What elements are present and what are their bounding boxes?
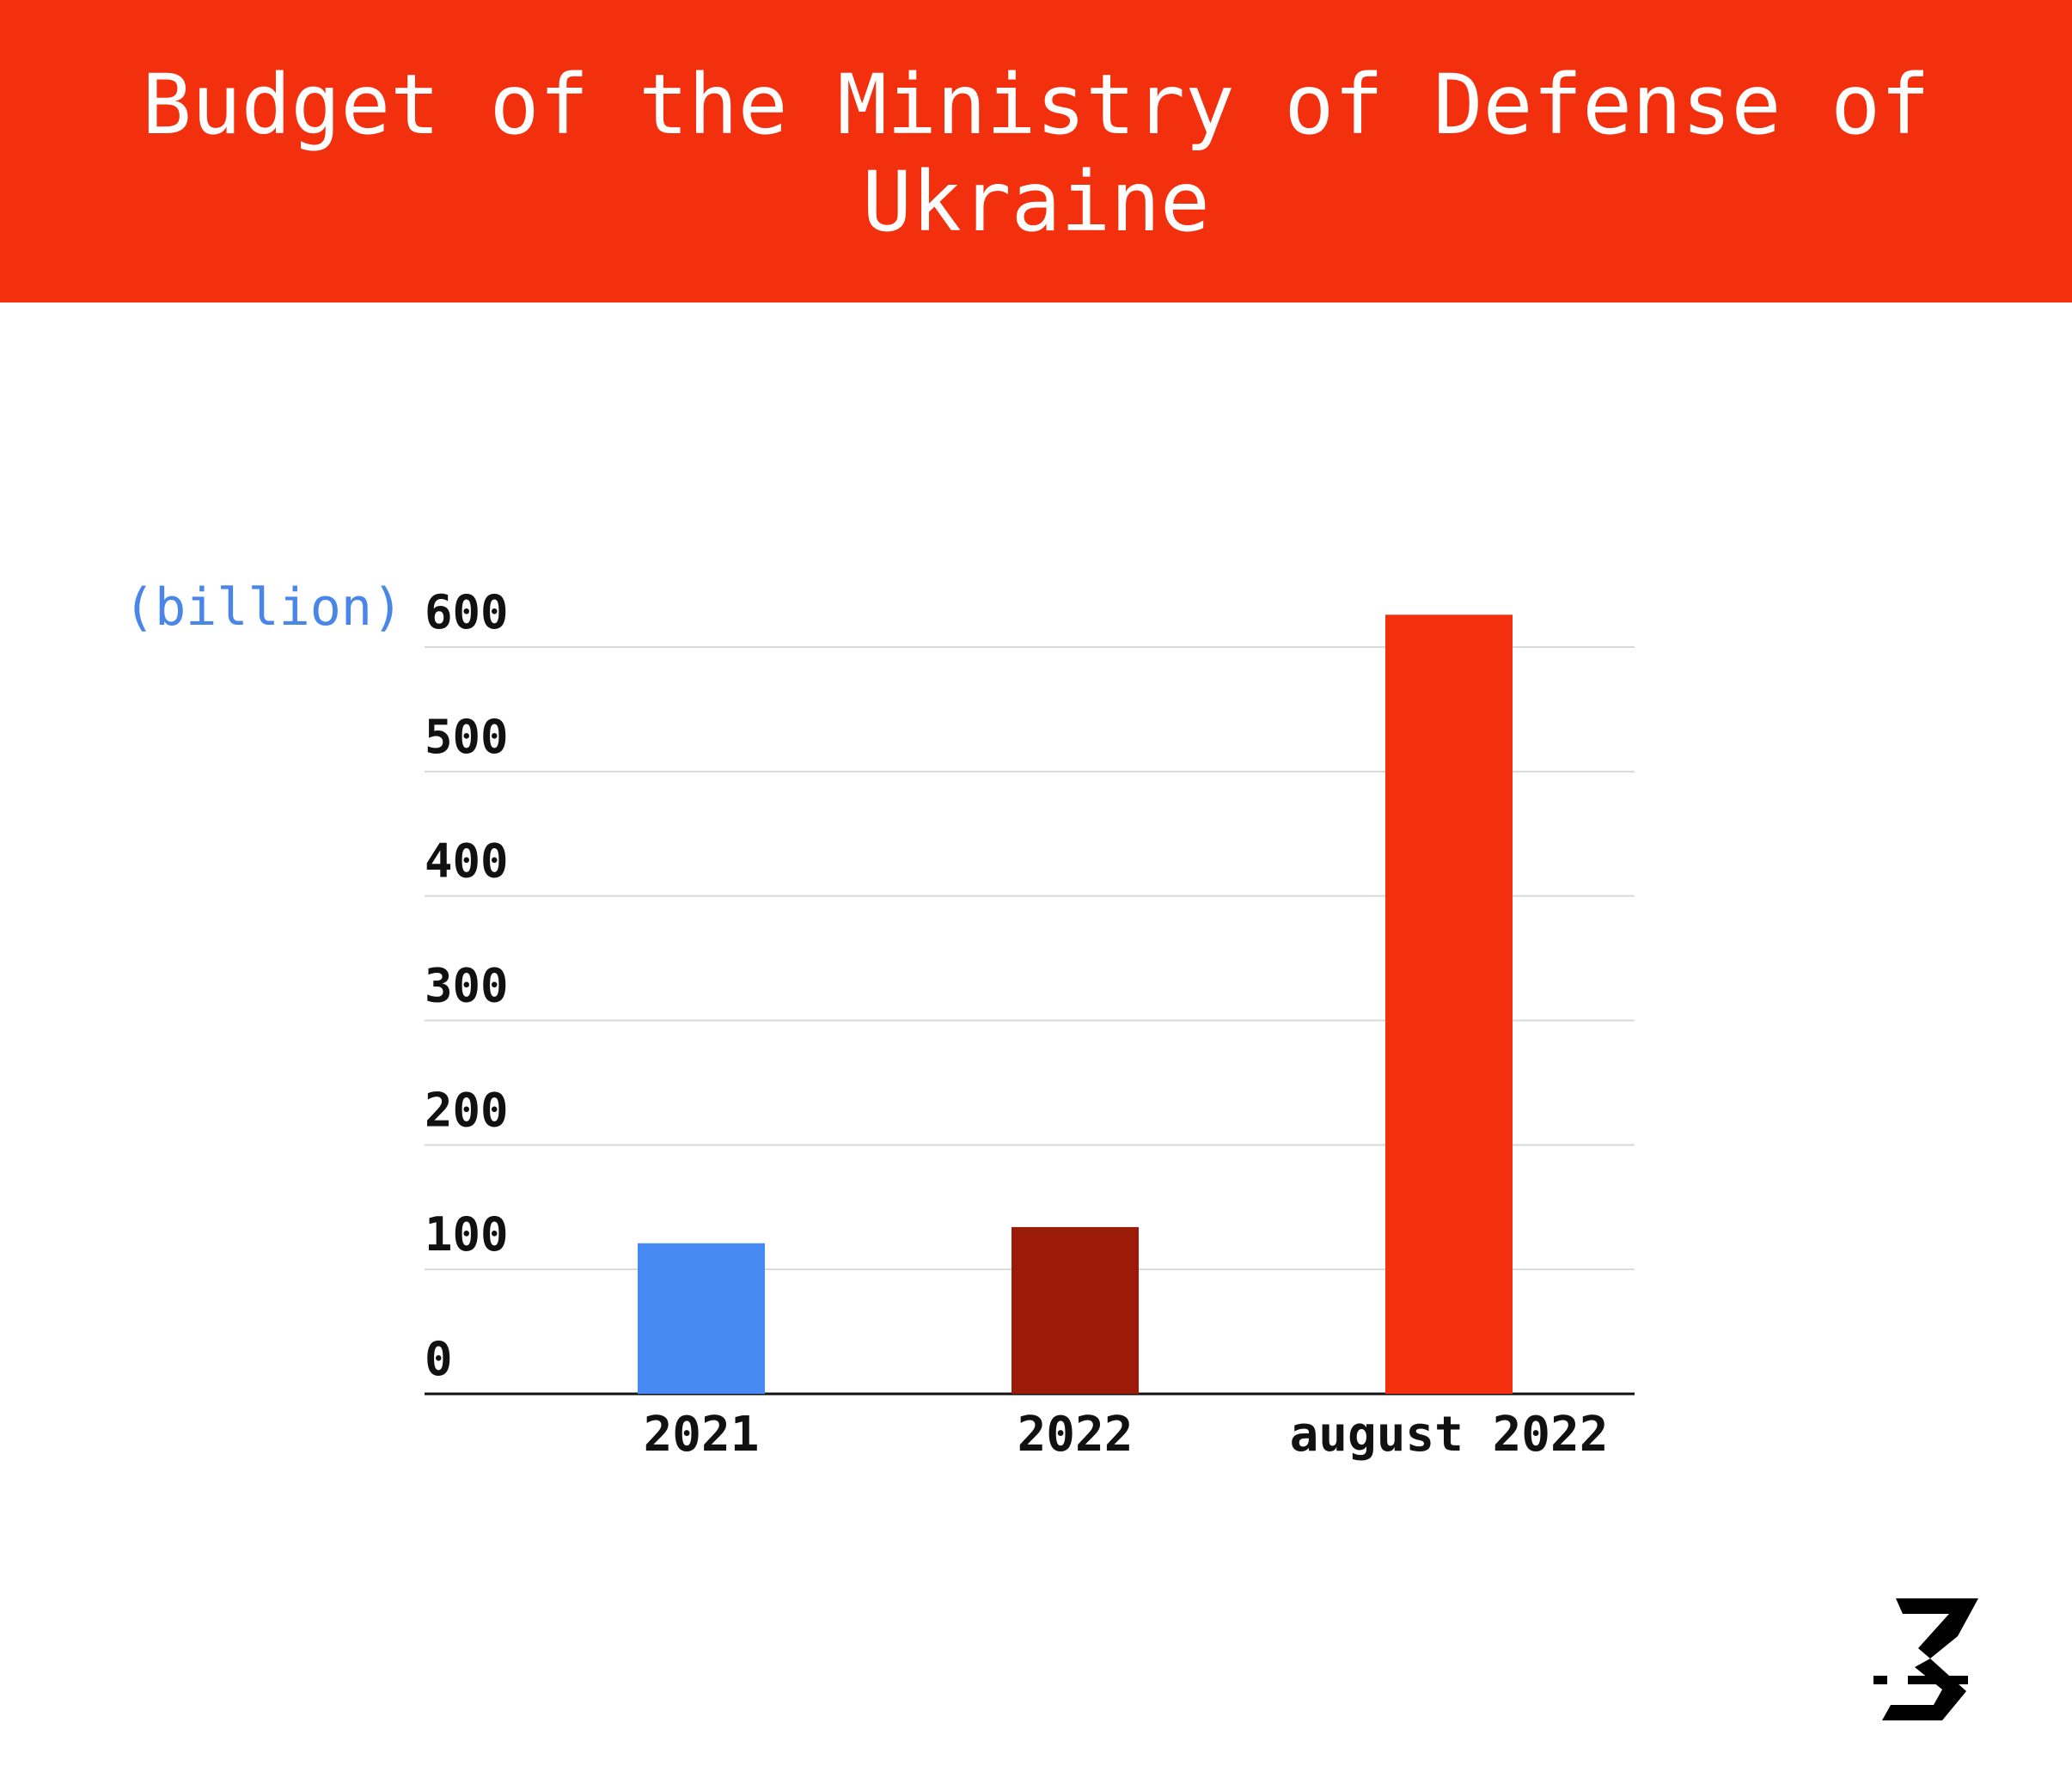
y-tick-label-0: 0 bbox=[425, 1332, 453, 1386]
y-axis-unit-label: (billion) bbox=[124, 577, 404, 638]
y-tick-label-300: 300 bbox=[425, 959, 509, 1013]
y-tick-label-200: 200 bbox=[425, 1083, 509, 1137]
bar-2021 bbox=[638, 1243, 765, 1394]
chart-title: Budget of the Ministry of Defense of Ukr… bbox=[142, 57, 1930, 250]
bar-2022 bbox=[1012, 1226, 1139, 1394]
stylized-3-logo-icon bbox=[1873, 1598, 1978, 1720]
x-category-label-2022: 2022 bbox=[1018, 1407, 1134, 1463]
y-tick-label-600: 600 bbox=[425, 585, 509, 639]
title-banner: Budget of the Ministry of Defense of Ukr… bbox=[0, 0, 2072, 302]
y-tick-label-500: 500 bbox=[425, 710, 509, 764]
x-category-label-august-2022: august 2022 bbox=[1290, 1407, 1609, 1463]
y-tick-label-400: 400 bbox=[425, 834, 509, 889]
y-tick-label-100: 100 bbox=[425, 1207, 509, 1262]
x-category-label-2021: 2021 bbox=[644, 1407, 760, 1463]
bar-august-2022 bbox=[1385, 614, 1513, 1394]
